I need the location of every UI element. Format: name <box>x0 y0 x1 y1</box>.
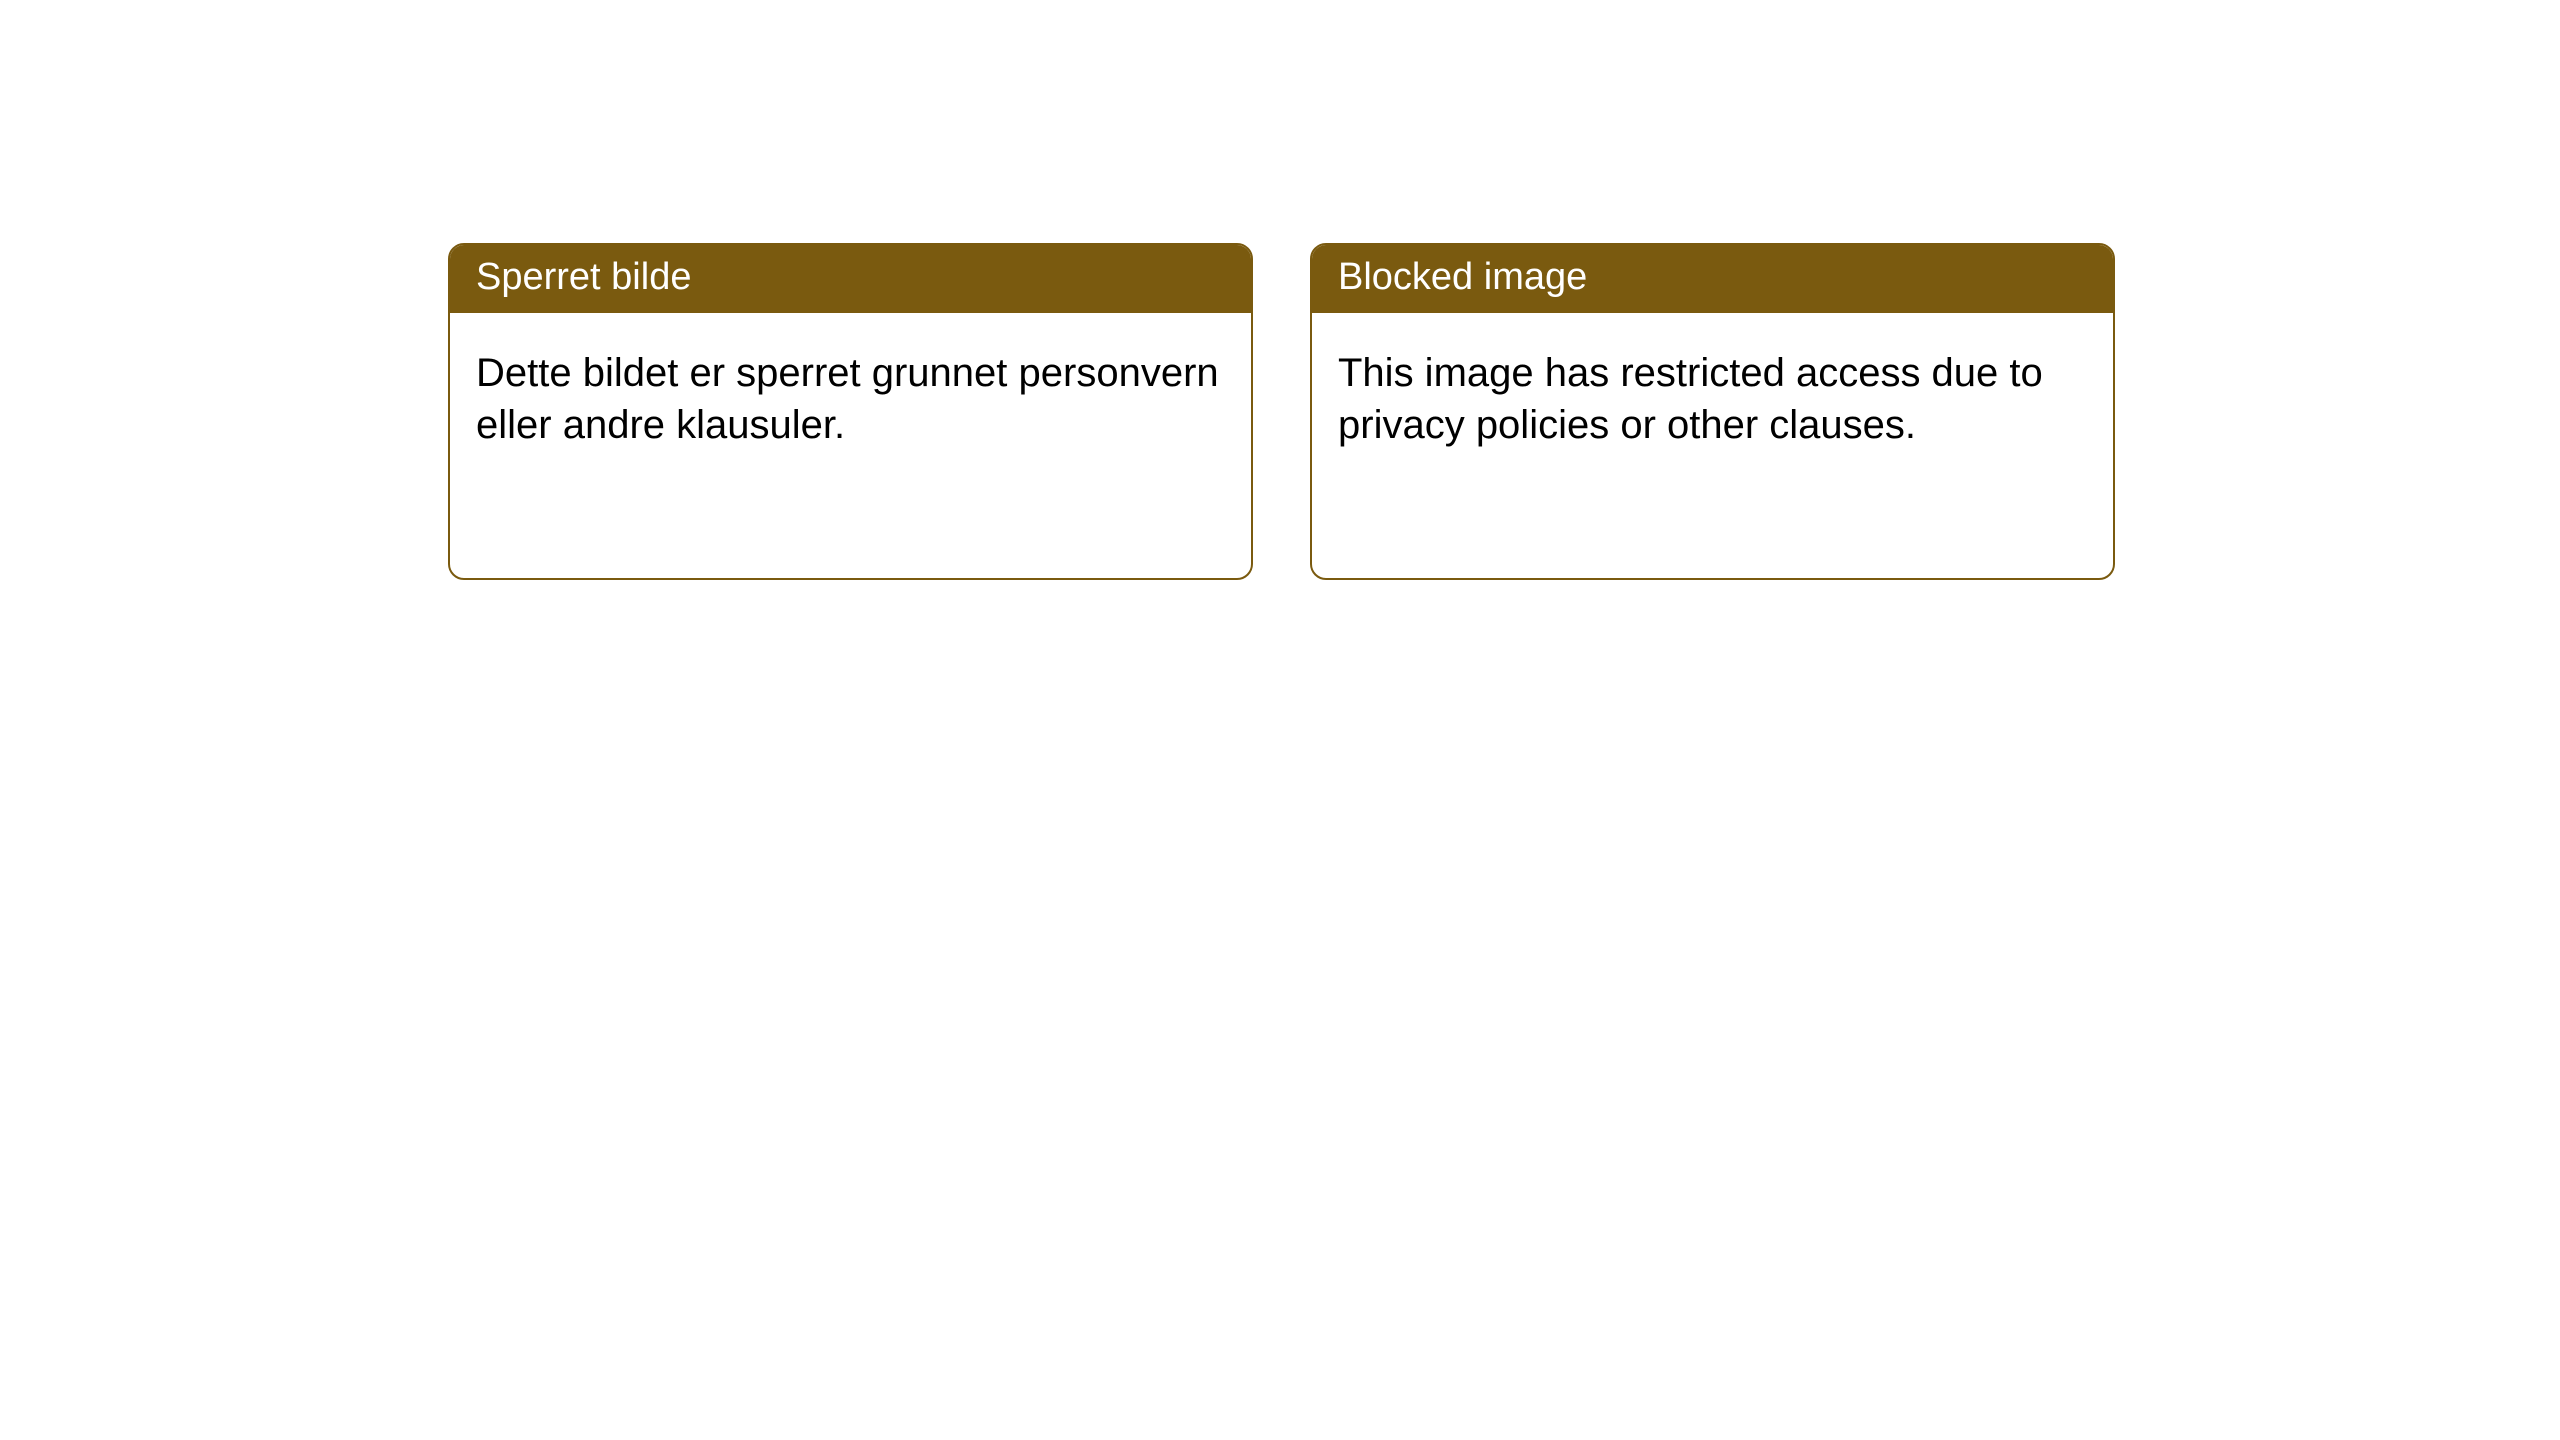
notice-header-english: Blocked image <box>1312 245 2113 313</box>
notice-body-norwegian: Dette bildet er sperret grunnet personve… <box>450 313 1251 485</box>
notice-header-norwegian: Sperret bilde <box>450 245 1251 313</box>
notice-card-norwegian: Sperret bilde Dette bildet er sperret gr… <box>448 243 1253 580</box>
notice-card-english: Blocked image This image has restricted … <box>1310 243 2115 580</box>
notice-container: Sperret bilde Dette bildet er sperret gr… <box>0 0 2560 580</box>
notice-body-english: This image has restricted access due to … <box>1312 313 2113 485</box>
